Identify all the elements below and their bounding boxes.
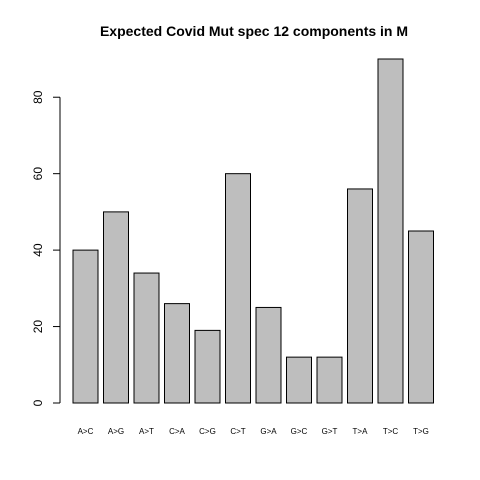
bar-A>G xyxy=(103,211,129,404)
x-tick-label: C>T xyxy=(230,427,245,436)
x-axis-labels: A>C A>G A>T C>A C>G C>T G>A G>C G>T T>A T>C T>G xyxy=(78,427,429,436)
x-tick-label: G>T xyxy=(322,427,338,436)
y-tick-label: 20 xyxy=(31,320,45,334)
y-tick-label: 80 xyxy=(31,90,45,104)
x-tick-label: G>C xyxy=(291,427,308,436)
bar-G>A xyxy=(255,306,282,404)
y-tick-label: 60 xyxy=(31,167,45,181)
chart-title: Expected Covid Mut spec 12 components in… xyxy=(100,23,408,39)
y-tick-label: 40 xyxy=(31,243,45,257)
bar-T>A xyxy=(347,188,373,404)
bar-T>G xyxy=(408,230,434,404)
x-tick-label: A>T xyxy=(139,427,154,436)
bars xyxy=(72,58,434,404)
y-tick-label: 0 xyxy=(31,399,45,406)
bar-T>C xyxy=(377,58,404,404)
bar-C>G xyxy=(194,329,221,404)
bar-A>T xyxy=(133,272,160,404)
bar-C>A xyxy=(164,303,190,404)
x-tick-label: A>C xyxy=(78,427,94,436)
x-tick-label: A>G xyxy=(108,427,124,436)
x-tick-label: T>G xyxy=(413,427,429,436)
bar-G>T xyxy=(316,356,343,404)
x-tick-label: C>G xyxy=(199,427,216,436)
bar-A>C xyxy=(72,249,99,404)
x-tick-label: C>A xyxy=(169,427,185,436)
x-tick-label: T>A xyxy=(353,427,369,436)
bar-C>T xyxy=(225,173,251,404)
bar-G>C xyxy=(286,356,312,404)
y-axis: 0 20 40 60 80 xyxy=(31,90,61,406)
x-tick-label: T>C xyxy=(383,427,399,436)
x-tick-label: G>A xyxy=(260,427,277,436)
